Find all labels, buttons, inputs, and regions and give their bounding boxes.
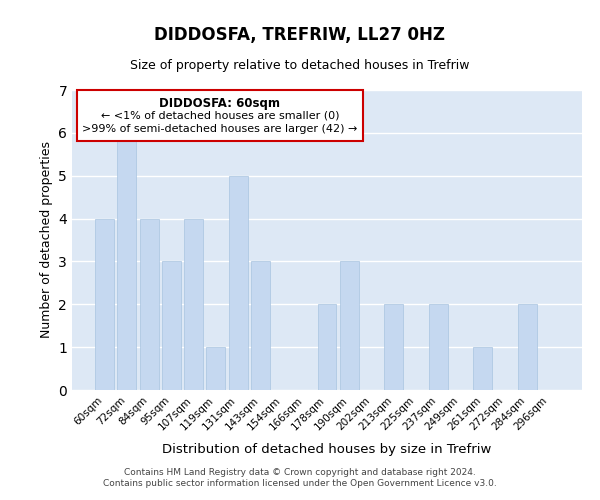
Bar: [229, 176, 248, 390]
Y-axis label: Number of detached properties: Number of detached properties: [40, 142, 53, 338]
FancyBboxPatch shape: [77, 90, 363, 141]
Bar: [184, 218, 203, 390]
X-axis label: Distribution of detached houses by size in Trefriw: Distribution of detached houses by size …: [163, 443, 491, 456]
Text: ← <1% of detached houses are smaller (0): ← <1% of detached houses are smaller (0): [101, 110, 339, 120]
Bar: [95, 218, 114, 390]
Bar: [384, 304, 403, 390]
Text: >99% of semi-detached houses are larger (42) →: >99% of semi-detached houses are larger …: [82, 124, 358, 134]
Bar: [140, 218, 158, 390]
Bar: [317, 304, 337, 390]
Bar: [251, 262, 270, 390]
Bar: [206, 347, 225, 390]
Bar: [118, 133, 136, 390]
Text: DIDDOSFA, TREFRIW, LL27 0HZ: DIDDOSFA, TREFRIW, LL27 0HZ: [155, 26, 445, 44]
Text: DIDDOSFA: 60sqm: DIDDOSFA: 60sqm: [160, 98, 280, 110]
Text: Contains HM Land Registry data © Crown copyright and database right 2024.
Contai: Contains HM Land Registry data © Crown c…: [103, 468, 497, 487]
Bar: [340, 262, 359, 390]
Bar: [518, 304, 536, 390]
Bar: [162, 262, 181, 390]
Bar: [473, 347, 492, 390]
Bar: [429, 304, 448, 390]
Text: Size of property relative to detached houses in Trefriw: Size of property relative to detached ho…: [130, 58, 470, 71]
